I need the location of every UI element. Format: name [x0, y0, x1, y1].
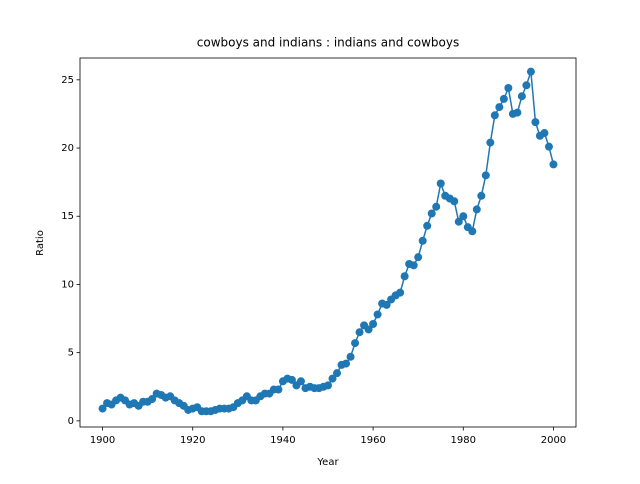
marker — [423, 221, 432, 230]
x-tick-label: 2000 — [541, 435, 566, 446]
marker — [522, 81, 531, 90]
x-tick-label: 1940 — [270, 435, 295, 446]
marker — [355, 328, 364, 337]
y-tick-label: 0 — [68, 416, 74, 427]
y-tick-label: 20 — [61, 143, 74, 154]
marker — [477, 191, 486, 200]
y-tick-label: 10 — [61, 279, 74, 290]
x-tick-label: 1960 — [360, 435, 385, 446]
y-axis-label: Ratio — [35, 230, 46, 256]
marker — [481, 171, 490, 180]
x-tick-label: 1900 — [90, 435, 115, 446]
marker — [274, 385, 283, 394]
marker — [418, 236, 427, 245]
marker — [504, 84, 513, 93]
marker — [373, 310, 382, 319]
y-tick-label: 25 — [61, 75, 74, 86]
marker — [544, 142, 553, 151]
marker — [454, 217, 463, 226]
marker — [296, 377, 305, 386]
x-tick-label: 1920 — [180, 435, 205, 446]
marker — [342, 359, 351, 368]
marker — [396, 288, 405, 297]
marker — [531, 118, 540, 127]
marker — [432, 202, 441, 211]
marker — [351, 339, 360, 348]
x-tick-label: 1980 — [451, 435, 476, 446]
marker — [468, 227, 477, 236]
x-axis-label: Year — [316, 457, 339, 468]
marker — [490, 111, 499, 120]
y-tick-label: 15 — [61, 211, 74, 222]
marker — [287, 375, 296, 384]
marker — [526, 67, 535, 76]
marker — [427, 209, 436, 218]
plot-frame — [79, 57, 577, 428]
marker — [148, 395, 157, 404]
marker — [346, 352, 355, 361]
marker — [436, 179, 445, 188]
marker — [400, 272, 409, 281]
marker — [472, 205, 481, 214]
marker — [324, 381, 332, 390]
marker — [382, 300, 391, 309]
marker — [513, 108, 522, 117]
marker — [486, 138, 495, 147]
marker — [450, 197, 459, 206]
marker — [328, 374, 337, 383]
marker — [333, 369, 342, 378]
marker — [549, 160, 558, 169]
marker — [364, 325, 373, 334]
marker — [540, 129, 549, 138]
marker — [499, 94, 508, 103]
marker — [369, 320, 378, 329]
marker — [98, 404, 107, 413]
marker — [517, 92, 526, 101]
marker — [495, 103, 504, 112]
marker — [414, 253, 423, 262]
chart-title: cowboys and indians : indians and cowboy… — [197, 36, 459, 50]
y-tick-label: 5 — [68, 348, 74, 359]
marker — [409, 261, 418, 270]
marker — [459, 212, 468, 221]
